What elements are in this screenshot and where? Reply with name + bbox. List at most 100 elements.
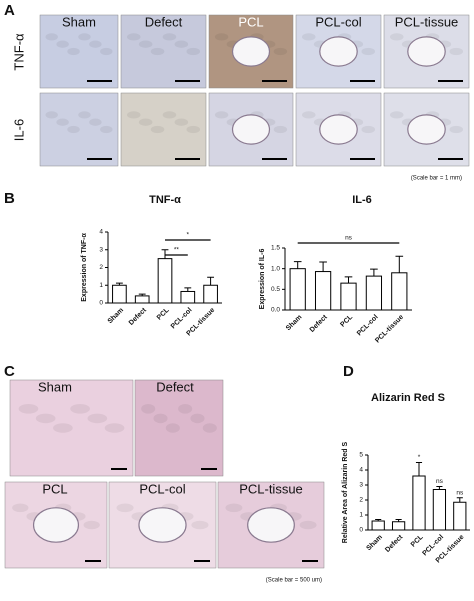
y-tick-label: 3 xyxy=(359,482,363,489)
y-tick-label: 4 xyxy=(359,467,363,474)
lumen xyxy=(319,114,358,145)
texture xyxy=(83,520,100,530)
bar xyxy=(289,268,306,311)
image-label: Defect xyxy=(145,14,183,29)
texture xyxy=(53,423,73,433)
scale-note: (Scale bar = 500 um) xyxy=(266,578,322,584)
texture xyxy=(100,125,113,134)
y-tick-label: 0.5 xyxy=(271,286,280,293)
y-axis-label: Expression of TNF-α xyxy=(81,233,88,302)
chart-title: Alizarin Red S xyxy=(371,392,445,404)
texture xyxy=(191,520,209,530)
texture xyxy=(104,423,125,433)
micrograph xyxy=(120,14,207,89)
texture xyxy=(18,404,39,414)
panel-label: A xyxy=(4,2,15,19)
texture xyxy=(87,413,108,424)
error-bar xyxy=(293,261,302,269)
texture xyxy=(361,47,376,56)
y-tick-label: 2 xyxy=(99,264,103,271)
y-axis-label: Relative Area of Alizarin Red S xyxy=(342,441,349,543)
texture xyxy=(301,33,316,41)
x-tick-label: Defect xyxy=(309,313,330,334)
lumen xyxy=(407,36,446,67)
texture xyxy=(100,47,113,56)
x-tick-label: Defect xyxy=(128,306,149,327)
significance-label: ns xyxy=(456,489,464,496)
lumen xyxy=(138,507,187,543)
texture xyxy=(67,125,80,134)
texture xyxy=(389,33,404,41)
error-bar xyxy=(370,268,378,277)
bar xyxy=(340,282,357,311)
texture xyxy=(45,111,58,119)
texture xyxy=(214,33,229,41)
texture xyxy=(45,33,58,41)
texture xyxy=(78,111,91,119)
error-bar xyxy=(415,462,423,476)
error-bar xyxy=(456,497,463,503)
texture xyxy=(67,47,80,56)
error-bar xyxy=(207,276,215,286)
texture xyxy=(89,118,102,126)
texture xyxy=(174,40,189,48)
texture xyxy=(301,111,316,119)
error-bar xyxy=(319,261,327,272)
texture xyxy=(190,413,205,424)
texture xyxy=(138,118,153,126)
micrograph xyxy=(9,379,134,477)
panel-label: D xyxy=(343,363,354,380)
significance-label: ns xyxy=(436,478,444,485)
texture xyxy=(174,118,189,126)
lumen xyxy=(247,507,295,543)
image-label: PCL-tissue xyxy=(239,481,303,496)
error-bar xyxy=(395,255,404,273)
x-tick-label: PCL xyxy=(156,306,171,321)
error-bar xyxy=(184,287,192,292)
x-tick-label: PCL-col xyxy=(356,314,380,338)
texture xyxy=(56,118,69,126)
bar xyxy=(371,520,385,531)
y-tick-label: 2 xyxy=(359,497,363,504)
bar xyxy=(391,272,408,311)
image-label: PCL xyxy=(238,14,263,29)
x-tick-label: PCL xyxy=(339,313,354,328)
x-tick-label: Defect xyxy=(384,533,405,554)
bar xyxy=(180,290,196,304)
x-tick-label: Sham xyxy=(285,314,303,332)
texture xyxy=(56,40,69,48)
texture xyxy=(35,413,56,424)
chart-title: IL-6 xyxy=(352,194,372,206)
error-bar xyxy=(138,293,146,296)
texture xyxy=(126,33,141,41)
y-tick-label: 0.0 xyxy=(271,307,280,314)
y-tick-label: 1 xyxy=(99,282,103,289)
texture xyxy=(150,47,165,56)
scale-note: (Scale bar = 1 mm) xyxy=(411,176,462,182)
texture xyxy=(126,111,141,119)
bar xyxy=(453,501,467,531)
bar xyxy=(365,275,383,311)
significance-label: ns xyxy=(345,235,353,242)
texture xyxy=(361,125,376,134)
bar xyxy=(157,258,173,304)
bar xyxy=(391,521,406,531)
texture xyxy=(214,111,229,119)
texture xyxy=(138,40,153,48)
texture xyxy=(449,125,464,134)
panel-label: C xyxy=(4,363,15,380)
texture xyxy=(449,47,464,56)
bar xyxy=(134,295,150,304)
bar xyxy=(112,284,127,304)
image-label: PCL xyxy=(42,481,67,496)
texture xyxy=(89,40,102,48)
texture xyxy=(70,404,90,414)
texture xyxy=(202,423,217,433)
image-label: PCL-col xyxy=(315,14,361,29)
image-label: Defect xyxy=(156,379,194,394)
y-tick-label: 0 xyxy=(99,300,103,307)
micrograph xyxy=(120,92,207,167)
lumen xyxy=(407,114,446,145)
texture xyxy=(186,47,201,56)
